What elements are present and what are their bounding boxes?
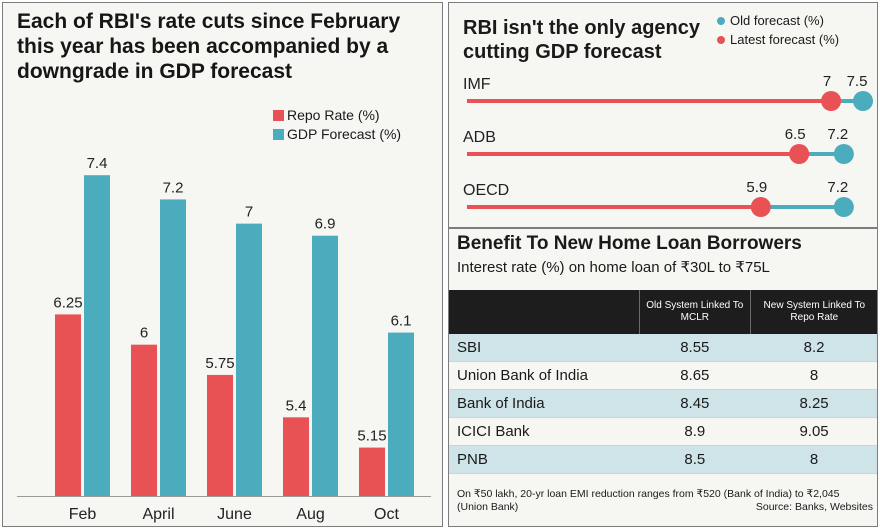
bank-name: SBI: [449, 334, 640, 362]
latest-forecast-dot: [750, 197, 771, 217]
rate-cut-chart-panel: Each of RBI's rate cuts since February t…: [2, 2, 443, 527]
new-rate: 8.25: [750, 389, 877, 418]
table-title: Benefit To New Home Loan Borrowers: [457, 233, 802, 254]
latest-forecast-dot: [821, 91, 842, 111]
footnote-text: On ₹50 lakh, 20-yr loan EMI reduction ra…: [457, 488, 840, 513]
new-rate: 9.05: [750, 417, 877, 446]
header-new-system: New System Linked To Repo Rate: [749, 290, 877, 334]
data-label-gdp-forecast: 7.2: [163, 179, 184, 196]
old-rate: 8.45: [639, 389, 751, 418]
table-footnote: On ₹50 lakh, 20-yr loan EMI reduction ra…: [457, 488, 873, 514]
table-row: ICICI Bank 8.9 9.05: [449, 417, 877, 446]
legend-item-old-forecast: Old forecast (%): [717, 13, 824, 29]
old-forecast-label: 7.2: [827, 126, 848, 143]
data-label-repo-rate: 5.15: [357, 428, 386, 445]
legend-swatch-gdp: [273, 128, 284, 140]
table-row: Union Bank of India 8.65 8: [449, 361, 877, 390]
bank-name: Union Bank of India: [449, 361, 640, 390]
x-tick-label: April: [142, 506, 174, 523]
legend-item-latest-forecast: Latest forecast (%): [717, 32, 839, 48]
agency-label: OECD: [463, 182, 509, 199]
table-subtitle: Interest rate (%) on home loan of ₹30L t…: [457, 259, 770, 276]
old-forecast-dot: [833, 144, 854, 164]
forecast-title: RBI isn't the only agency cutting GDP fo…: [463, 17, 701, 63]
bank-name: Bank of India: [449, 389, 640, 418]
table-header-row: Old System Linked To MCLR New System Lin…: [449, 290, 877, 334]
old-rate: 8.9: [639, 417, 751, 446]
x-tick-label: Feb: [69, 506, 97, 523]
bar-chart-svg: 6.25 7.4 Feb 6 7.2 April 5.75 7 June 5.4 6.9 Aug 5.1…: [17, 155, 431, 523]
bank-name: PNB: [449, 445, 640, 474]
legend-label-gdp: GDP Forecast (%): [287, 126, 402, 142]
old-forecast-dot: [833, 197, 854, 217]
legend-swatch-repo: [273, 109, 284, 121]
bar-repo-rate: [131, 344, 157, 496]
new-rate: 8: [750, 445, 877, 474]
x-tick-label: Oct: [374, 506, 399, 523]
legend-dot-latest: [717, 36, 725, 44]
loan-rate-table: Old System Linked To MCLR New System Lin…: [449, 290, 877, 474]
bar-repo-rate: [207, 374, 233, 496]
data-label-repo-rate: 6.25: [53, 294, 82, 311]
bank-name: ICICI Bank: [449, 417, 640, 446]
data-label-gdp-forecast: 7: [245, 204, 253, 221]
latest-forecast-label: 6.5: [785, 126, 806, 143]
legend-item-gdp: GDP Forecast (%): [273, 126, 401, 142]
agency-label: ADB: [463, 129, 496, 146]
bar-repo-rate: [283, 417, 309, 496]
new-rate: 8.2: [750, 334, 877, 362]
header-bank: [449, 290, 640, 334]
table-row: SBI 8.55 8.2: [449, 334, 877, 362]
dot-chart-svg: IMF 7 7.5 ADB 6.5 7.2 OECD 5.9 7.2: [463, 73, 873, 217]
bar-gdp-forecast: [160, 199, 186, 496]
x-tick-label: June: [217, 506, 252, 523]
data-label-gdp-forecast: 7.4: [87, 155, 108, 172]
bar-repo-rate: [55, 314, 81, 496]
bar-gdp-forecast: [84, 175, 110, 497]
new-rate: 8: [750, 361, 877, 390]
agency-label: IMF: [463, 76, 491, 93]
header-old-system: Old System Linked To MCLR: [639, 290, 751, 334]
home-loan-panel: Benefit To New Home Loan Borrowers Inter…: [448, 228, 878, 527]
legend-label-repo: Repo Rate (%): [287, 107, 380, 123]
bar-gdp-forecast: [236, 223, 262, 496]
agency-forecast-panel: RBI isn't the only agency cutting GDP fo…: [448, 2, 878, 228]
old-forecast-label: 7.2: [827, 179, 848, 196]
data-label-repo-rate: 5.4: [286, 397, 307, 414]
chart-title: Each of RBI's rate cuts since February t…: [17, 10, 401, 83]
table-row: PNB 8.5 8: [449, 445, 877, 474]
old-rate: 8.5: [639, 445, 751, 474]
old-rate: 8.65: [639, 361, 751, 390]
table-row: Bank of India 8.45 8.25: [449, 389, 877, 418]
data-label-repo-rate: 5.75: [205, 355, 234, 372]
latest-forecast-label: 5.9: [746, 179, 767, 196]
bar-gdp-forecast: [312, 235, 338, 496]
bar-repo-rate: [359, 447, 385, 496]
latest-forecast-label: 7: [823, 73, 831, 90]
old-forecast-label: 7.5: [847, 73, 868, 90]
old-rate: 8.55: [639, 334, 751, 362]
source-text: Source: Banks, Websites: [755, 501, 873, 513]
data-label-repo-rate: 6: [140, 325, 148, 342]
data-label-gdp-forecast: 6.1: [391, 313, 412, 330]
legend-item-repo: Repo Rate (%): [273, 107, 380, 123]
legend-dot-old: [717, 17, 725, 25]
data-label-gdp-forecast: 6.9: [315, 216, 336, 233]
latest-forecast-dot: [789, 144, 810, 164]
old-forecast-dot: [853, 91, 873, 111]
legend-label-old: Old forecast (%): [730, 13, 824, 28]
legend-label-latest: Latest forecast (%): [730, 32, 840, 47]
bar-gdp-forecast: [388, 332, 414, 496]
x-tick-label: Aug: [296, 506, 324, 523]
